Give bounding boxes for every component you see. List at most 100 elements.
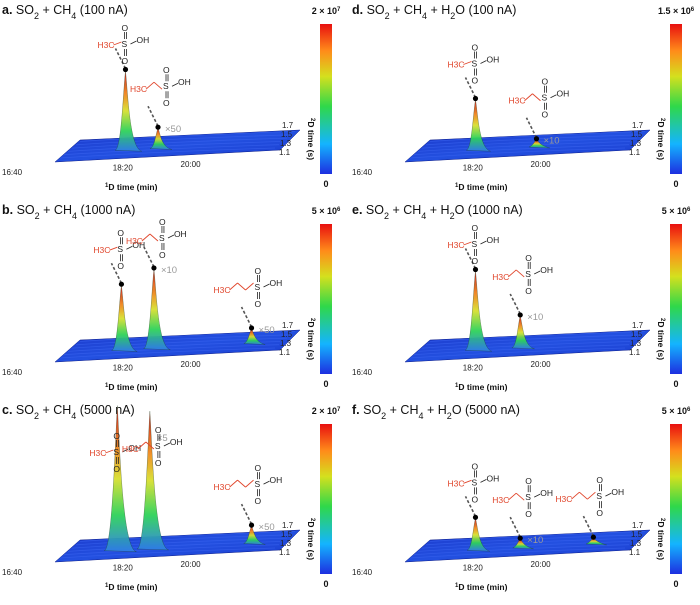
surface-ridge: [59, 347, 276, 359]
title-subscript: 2: [450, 11, 455, 21]
oxygen-atom: O: [525, 253, 532, 263]
peak-1: [104, 405, 137, 552]
oxygen-atom: O: [596, 508, 603, 518]
methyl-group: H3C: [508, 96, 525, 106]
molecule-structure: H3C SO O OH: [492, 476, 553, 519]
surface-ridge: [429, 331, 646, 342]
peak-leader-line: [464, 495, 477, 517]
peak-multiplier-label: ×10: [527, 312, 543, 323]
title-text: + CH: [39, 403, 71, 417]
title-text: + H: [427, 3, 450, 17]
hydroxyl-group: OH: [486, 54, 499, 64]
peak-marker: [151, 265, 157, 271]
x-tick-label: 18:20: [463, 163, 484, 172]
title-text: SO: [16, 3, 34, 17]
surface-ridge: [79, 331, 296, 342]
surface-ridge: [421, 137, 638, 149]
oxygen-atom: O: [155, 425, 162, 435]
sulfur-atom: S: [471, 58, 477, 68]
title-text: (100 nA): [76, 3, 127, 17]
title-subscript: 4: [71, 11, 76, 21]
hydroxyl-group: OH: [132, 240, 145, 250]
panel-title: f. SO2 + CH4 + H2O (5000 nA): [352, 403, 520, 421]
sulfur-atom: S: [596, 491, 602, 501]
peak-marker: [533, 136, 540, 142]
peak-marker: [248, 522, 255, 528]
sulfur-atom: S: [113, 447, 119, 457]
surface-ridge: [409, 347, 626, 359]
molecule-structure: H3C SO O OH: [97, 23, 149, 66]
surface-floor: [404, 529, 651, 563]
title-subscript: 4: [72, 211, 77, 221]
title-subscript: 2: [34, 11, 39, 21]
x-tick-label: 18:20: [113, 563, 134, 572]
colorbar-max-label: 1.5 × 106: [658, 6, 695, 16]
sulfur-atom: S: [525, 269, 531, 279]
methyl-group: H3C: [214, 285, 231, 295]
molecule-structure: H3C SO O OH: [555, 475, 624, 518]
oxygen-atom: O: [596, 475, 603, 485]
colorbar-min-label: 0: [673, 579, 678, 589]
y-tick-label: 1.5: [281, 130, 293, 139]
methyl-group: H3C: [492, 495, 509, 505]
title-subscript: 2: [384, 211, 389, 221]
oxygen-atom: O: [121, 23, 128, 33]
methyl-group: H3C: [130, 84, 147, 94]
oxygen-atom: O: [255, 496, 262, 506]
hydroxyl-group: OH: [486, 235, 499, 245]
y-tick-label: 1.7: [282, 121, 294, 130]
x-tick-label: 16:40: [2, 568, 23, 577]
oxygen-atom: O: [255, 299, 262, 309]
surface-ridge: [425, 134, 642, 146]
title-subscript: 2: [450, 211, 455, 221]
title-subscript: 2: [447, 411, 452, 421]
panel-title: c. SO2 + CH4 (5000 nA): [2, 403, 135, 421]
colorbar: [670, 224, 682, 374]
peak-multiplier-label: ×10: [161, 265, 177, 276]
title-text: + CH: [40, 203, 72, 217]
sulfur-atom: S: [255, 282, 261, 292]
hydroxyl-group: OH: [270, 278, 283, 288]
y-tick-label: 1.3: [630, 539, 642, 548]
panel-label: e.: [352, 203, 366, 217]
title-text: O (5000 nA): [452, 403, 520, 417]
peak-leader-line: [509, 516, 521, 538]
peak-marker: [517, 535, 523, 541]
peak-multiplier-label: ×5: [157, 433, 168, 444]
oxygen-atom: O: [121, 56, 128, 66]
x-tick-label: 20:00: [531, 560, 552, 569]
methyl-group: H3C: [126, 236, 143, 246]
sulfur-atom: S: [471, 477, 477, 487]
title-text: + CH: [390, 3, 422, 17]
surface-ridge: [425, 534, 642, 546]
y-tick-label: 1.5: [281, 330, 293, 339]
surface-ridge: [75, 134, 292, 146]
molecule-structure: H3C SO O OH: [492, 253, 553, 296]
y-axis-label: 2D time (s): [656, 518, 666, 560]
x-tick-label: 16:40: [2, 368, 23, 377]
panel-title: d. SO2 + CH4 + H2O (100 nA): [352, 3, 516, 21]
y-tick-label: 1.3: [280, 139, 292, 148]
x-axis-label: 1D time (min): [455, 382, 508, 392]
surface-ridge: [75, 334, 292, 346]
colorbar: [320, 224, 332, 374]
surface-ridge: [429, 131, 646, 142]
surface-ridge: [59, 547, 276, 559]
sulfur-atom: S: [121, 39, 127, 49]
oxygen-atom: O: [471, 42, 478, 52]
y-tick-label: 1.1: [629, 548, 641, 557]
panel-d: d. SO2 + CH4 + H2O (100 nA) 16:40 18:20 20:…: [352, 3, 695, 192]
hydroxyl-group: OH: [556, 89, 569, 99]
x-tick-label: 16:40: [352, 168, 373, 177]
surface-floor: [54, 329, 301, 363]
x-tick-label: 20:00: [531, 160, 552, 169]
y-tick-label: 1.1: [629, 148, 641, 157]
x-tick-label: 16:40: [352, 568, 373, 577]
surface-ridge: [429, 531, 646, 542]
colorbar-max-label: 5 × 106: [312, 206, 341, 216]
oxygen-atom: O: [159, 217, 166, 227]
x-tick-label: 20:00: [181, 360, 202, 369]
hydroxyl-group: OH: [174, 229, 187, 239]
